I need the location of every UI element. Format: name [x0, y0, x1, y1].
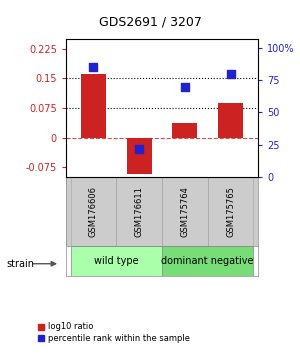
- Bar: [70, 246, 162, 276]
- Text: strain: strain: [6, 259, 34, 269]
- Bar: [127, 138, 152, 174]
- Bar: [81, 74, 106, 138]
- Bar: [162, 246, 254, 276]
- Point: [228, 71, 233, 76]
- Text: GSM176611: GSM176611: [135, 186, 144, 237]
- Point: [137, 146, 142, 152]
- Text: GSM175764: GSM175764: [180, 186, 189, 237]
- Bar: [172, 122, 197, 138]
- Text: GSM175765: GSM175765: [226, 186, 235, 237]
- FancyBboxPatch shape: [116, 177, 162, 246]
- Legend: log10 ratio, percentile rank within the sample: log10 ratio, percentile rank within the …: [34, 319, 193, 346]
- FancyBboxPatch shape: [70, 177, 116, 246]
- FancyBboxPatch shape: [162, 177, 208, 246]
- Text: GDS2691 / 3207: GDS2691 / 3207: [99, 16, 201, 29]
- Text: wild type: wild type: [94, 256, 139, 266]
- Text: GSM176606: GSM176606: [89, 186, 98, 237]
- Point: [182, 84, 187, 90]
- Text: dominant negative: dominant negative: [161, 256, 254, 266]
- Bar: [218, 103, 243, 138]
- Point: [91, 64, 96, 70]
- FancyBboxPatch shape: [208, 177, 254, 246]
